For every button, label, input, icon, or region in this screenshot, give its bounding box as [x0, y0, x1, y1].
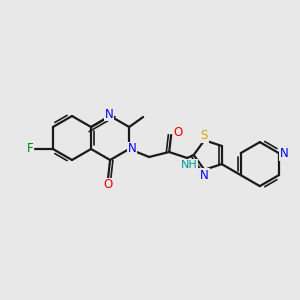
Text: N: N [200, 169, 209, 182]
Text: NH: NH [181, 160, 197, 170]
Text: S: S [201, 129, 208, 142]
Text: N: N [128, 142, 136, 155]
Text: O: O [103, 178, 113, 191]
Text: F: F [27, 142, 33, 155]
Text: N: N [105, 107, 113, 121]
Text: O: O [173, 127, 183, 140]
Text: N: N [280, 147, 288, 160]
